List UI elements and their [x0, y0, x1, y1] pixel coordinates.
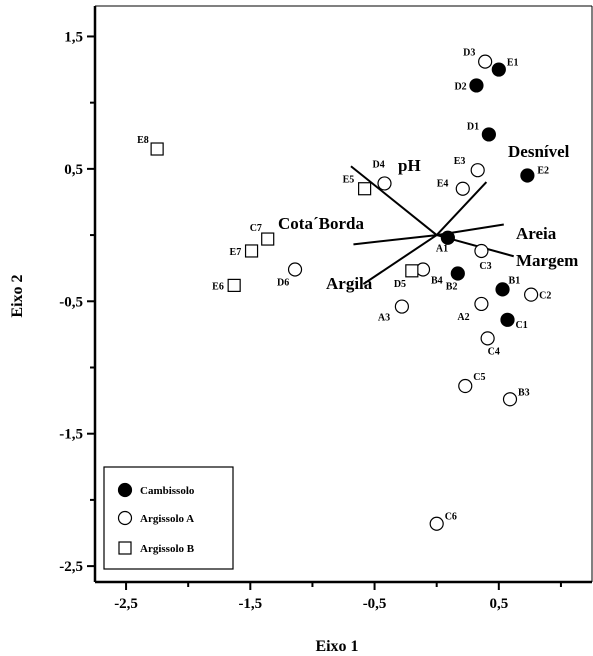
- point-label: C1: [516, 320, 528, 331]
- x-tick-label: -0,5: [363, 596, 387, 612]
- point-label: B3: [518, 387, 530, 398]
- point-e6: [227, 278, 241, 292]
- legend-marker-cambissolo: [117, 482, 133, 498]
- vector-label: Margem: [516, 251, 578, 270]
- legend-label: Argissolo A: [140, 513, 194, 525]
- y-tick-label: -2,5: [59, 559, 83, 575]
- legend-label: Argissolo B: [140, 543, 195, 555]
- points-layer: E1 D2 D1 E2 A1 B2 B1 C1 D3 E3 E4 D4 C3 B4 D6 A3 A2 C2 C4 C5…: [137, 48, 551, 531]
- vector-label: Cota´Borda: [278, 214, 364, 233]
- vector-line-cotaborda: [353, 234, 437, 246]
- point-label: A1: [436, 244, 448, 255]
- point-label: C6: [445, 512, 457, 523]
- point-e3: [470, 163, 485, 178]
- vector-line-desnvel: [435, 181, 488, 236]
- point-d6: [287, 262, 303, 277]
- point-label: E1: [507, 58, 519, 69]
- point-d4: [377, 176, 392, 191]
- point-e8: [150, 142, 164, 156]
- point-c5: [458, 378, 473, 394]
- legend-marker-argissolo-b: [118, 541, 132, 555]
- vector-label: Desnível: [508, 142, 570, 161]
- y-tick-label: -1,5: [59, 427, 83, 443]
- axes-layer: -2,5 -1,5 -0,5 0,5 1,5 0,5 -0,5 -1,5 -2,5 Eixo 1 E…: [9, 5, 593, 655]
- y-tick-label: -0,5: [59, 294, 83, 310]
- vector-layer: pH Desnível Cota´Borda Areia Margem Argila: [278, 142, 578, 293]
- vector-label: pH: [398, 156, 421, 175]
- point-c4: [480, 331, 495, 346]
- point-label: E4: [437, 179, 449, 190]
- point-e5: [358, 182, 372, 196]
- point-label: C5: [473, 372, 485, 383]
- point-b2: [450, 266, 465, 281]
- point-label: D1: [467, 121, 479, 132]
- point-label: C4: [488, 346, 500, 357]
- point-label: E5: [343, 175, 355, 186]
- point-label: C2: [539, 291, 551, 302]
- point-label: A3: [378, 313, 390, 324]
- point-d3: [478, 54, 493, 69]
- point-b3: [502, 392, 518, 407]
- x-tick-label: -1,5: [238, 596, 262, 612]
- legend-marker-argissolo-a: [117, 510, 133, 526]
- vector-line-argila: [362, 234, 438, 285]
- point-c2: [524, 287, 539, 302]
- point-a2: [474, 296, 489, 312]
- point-label: D5: [394, 279, 406, 290]
- point-c3: [474, 243, 489, 259]
- point-label: E7: [230, 247, 242, 258]
- vector-line-ph: [350, 165, 438, 236]
- point-label: E2: [537, 165, 549, 176]
- point-label: D6: [277, 278, 289, 289]
- x-tick-label: -2,5: [114, 596, 138, 612]
- point-c7: [261, 232, 275, 246]
- point-label: B2: [446, 281, 458, 292]
- y-tick-label: 0,5: [64, 162, 83, 178]
- point-d2: [469, 78, 484, 93]
- point-e4: [455, 181, 470, 196]
- point-b1: [495, 282, 510, 297]
- point-e7: [244, 244, 259, 258]
- point-label: C7: [250, 223, 262, 234]
- point-c1: [500, 312, 515, 327]
- point-a1: [440, 230, 455, 245]
- point-label: D2: [454, 81, 466, 92]
- point-label: A2: [457, 312, 469, 323]
- point-c6: [429, 516, 444, 531]
- legend: Cambissolo Argissolo A Argissolo B: [103, 466, 234, 570]
- legend-label: Cambissolo: [140, 485, 195, 497]
- point-label: E8: [137, 135, 149, 146]
- vector-label: Areia: [516, 224, 557, 243]
- point-b4: [415, 262, 431, 277]
- point-d5: [405, 264, 419, 278]
- point-label: D3: [463, 48, 475, 59]
- x-axis-title: Eixo 1: [315, 638, 358, 655]
- point-label: B4: [431, 276, 443, 287]
- y-axis-title: Eixo 2: [9, 274, 26, 317]
- point-label: D4: [373, 159, 385, 170]
- point-label: E6: [212, 281, 224, 292]
- y-tick-label: 1,5: [64, 29, 83, 45]
- point-e2: [520, 168, 535, 183]
- vector-label: Argila: [326, 274, 373, 293]
- point-a3: [394, 299, 409, 314]
- point-e1: [491, 62, 506, 77]
- point-label: B1: [509, 275, 521, 286]
- x-tick-label: 0,5: [489, 596, 508, 612]
- point-label: C3: [479, 261, 491, 272]
- point-label: E3: [454, 156, 466, 167]
- point-d1: [481, 127, 496, 142]
